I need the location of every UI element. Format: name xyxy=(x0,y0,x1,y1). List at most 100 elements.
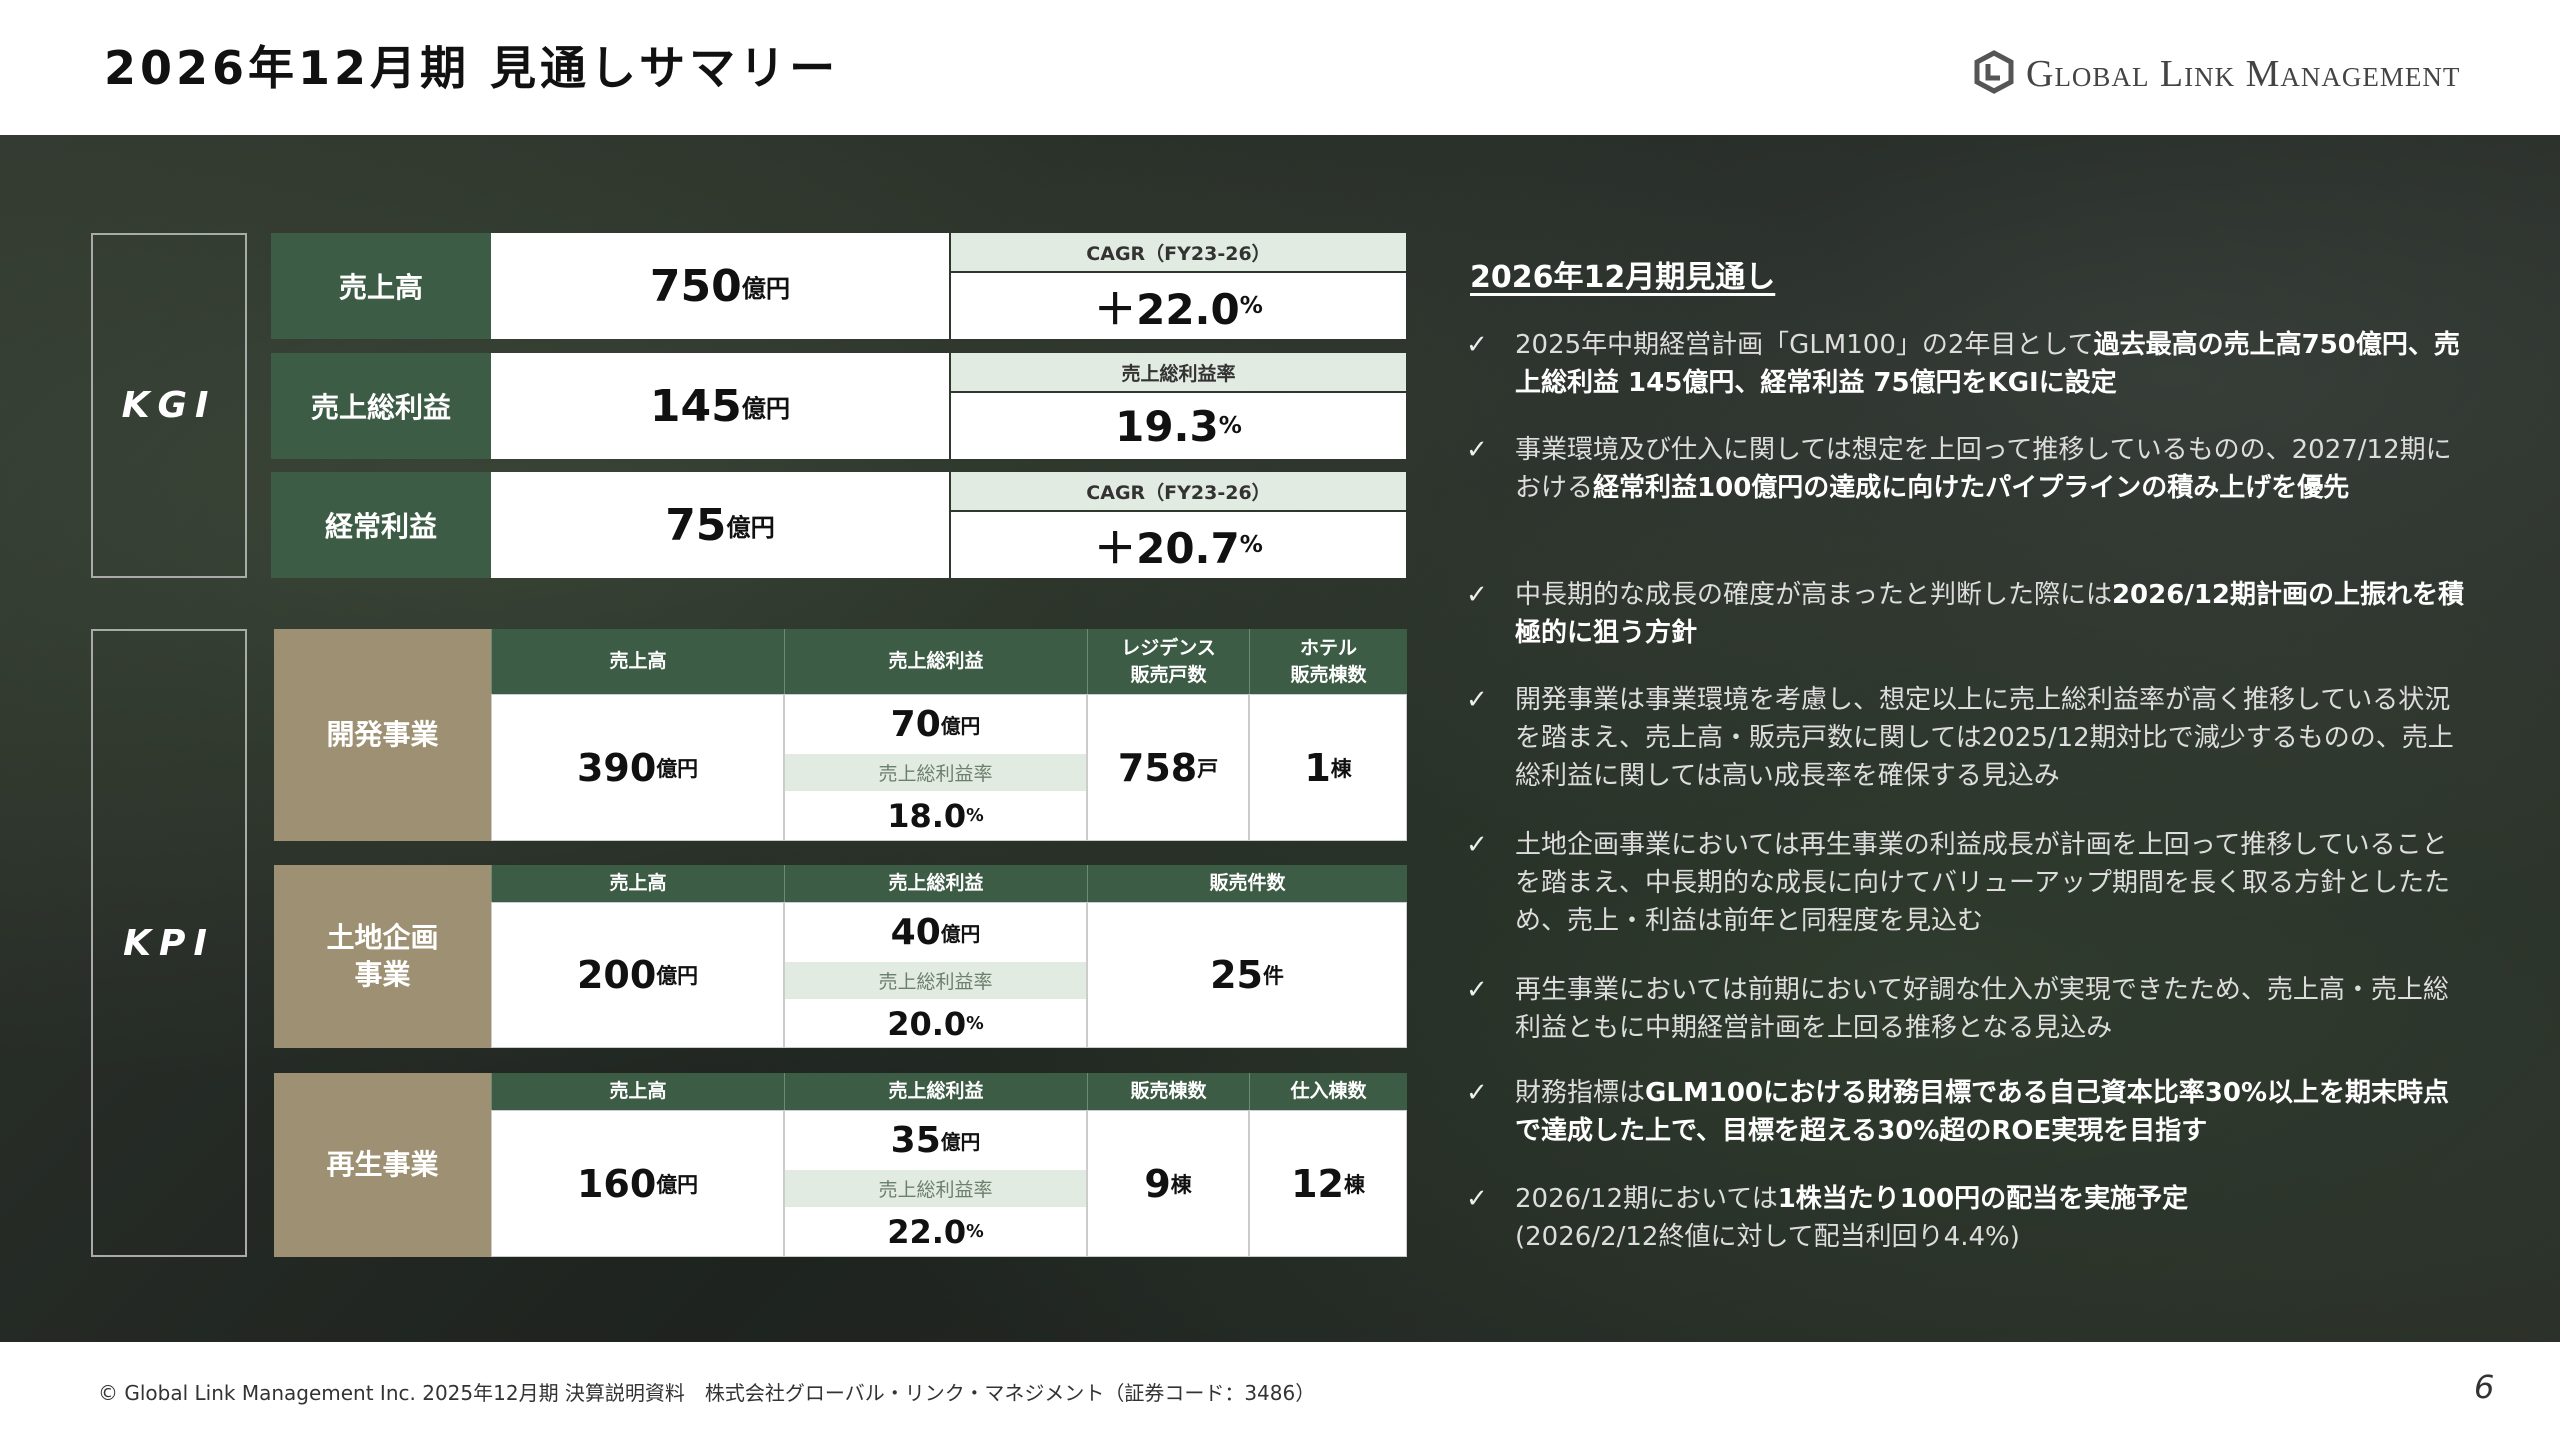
column-header: 売上高 xyxy=(491,865,784,902)
kgi-value-unit: 億円 xyxy=(741,274,791,303)
sales: 160 億円 xyxy=(491,1110,784,1257)
sales-value: 200 xyxy=(576,953,657,997)
count-unit: 棟 xyxy=(1343,1172,1365,1197)
bullet-text: 2026/12期においては1株当たり100円の配当を実施予定 (2026/2/1… xyxy=(1515,1180,2465,1256)
margin-label: 売上総利益率 xyxy=(785,1170,1086,1207)
header-bar xyxy=(0,0,2560,135)
margin-unit: % xyxy=(966,1222,984,1242)
count-unit: 棟 xyxy=(1330,756,1352,781)
margin-label: 売上総利益率 xyxy=(785,962,1086,999)
count: 25 件 xyxy=(1087,902,1407,1048)
kgi-sub-unit: % xyxy=(1239,532,1263,558)
bullet-part: 2026/12期計画の上振れを積極的に狙う方針 xyxy=(1515,580,2465,648)
sales-unit: 億円 xyxy=(656,756,699,781)
title: 2026年12月期 見通しサマリー xyxy=(104,41,840,95)
kgi-value-unit: 億円 xyxy=(726,513,775,542)
cell xyxy=(1249,1110,1407,1257)
margin-value: 18.0 xyxy=(887,797,967,835)
segment-name: 開発事業 xyxy=(274,629,491,841)
kpi-frame xyxy=(91,629,247,1257)
kgi-sub-num: ＋22.0 xyxy=(1094,284,1240,334)
count-value: 25 xyxy=(1210,953,1263,997)
kgi-value-num: 750 xyxy=(649,260,742,312)
kgi-value: 750 億円 xyxy=(491,233,949,339)
kgi-sub-label: 売上総利益率 xyxy=(951,353,1406,391)
bullet-part: 過去最高の売上高750億円、売上総利益 145億円、経常利益 75億円をKGIに… xyxy=(1515,330,2460,398)
kgi-value: 145 億円 xyxy=(491,353,949,459)
kgi-value-num: 75 xyxy=(665,499,727,551)
kgi-name: 売上総利益 xyxy=(271,353,491,459)
bullet-part: 中長期的な成長の確度が高まったと判断した際には xyxy=(1515,580,2112,610)
kgi-sub-value: 19.3% xyxy=(951,393,1406,459)
bullet-text: 中長期的な成長の確度が高まったと判断した際には2026/12期計画の上振れを積極… xyxy=(1515,576,2465,652)
sales: 200 億円 xyxy=(491,902,784,1048)
bullet-part: (2026/2/12終値に対して配当利回り4.4%) xyxy=(1515,1222,2020,1252)
column-header: 売上高 xyxy=(491,629,784,694)
sales: 390 億円 xyxy=(491,694,784,841)
segment-name: 土地企画 事業 xyxy=(274,865,491,1048)
bullet-part: 1株当たり100円の配当を実施予定 xyxy=(1777,1184,2189,1214)
margin-value: 20.0 xyxy=(887,1004,967,1043)
count-unit: 件 xyxy=(1262,964,1284,988)
kgi-sub-label: CAGR（FY23-26） xyxy=(951,472,1406,510)
check-mark: ✓ xyxy=(1466,685,1488,715)
sales-unit: 億円 xyxy=(656,964,699,988)
sales-value: 160 xyxy=(576,1161,657,1206)
bullet-part: 経常利益100億円の達成に向けたパイプラインの積み上げを優先 xyxy=(1593,473,2350,503)
column-header: 売上総利益 xyxy=(784,865,1087,902)
gross-profit-unit: 億円 xyxy=(940,922,981,946)
column-header: 売上総利益 xyxy=(784,1073,1087,1110)
cell xyxy=(1249,694,1407,841)
margin: 18.0% xyxy=(784,791,1087,841)
sales-value: 390 xyxy=(576,745,657,790)
kgi-sub-label: CAGR（FY23-26） xyxy=(951,233,1406,271)
kgi-name: 売上高 xyxy=(271,233,491,339)
count-value: 9 xyxy=(1144,1161,1171,1206)
cell xyxy=(491,1110,784,1257)
logo-text: Global Link Management xyxy=(2026,53,2461,95)
margin-unit: % xyxy=(966,1013,984,1034)
kgi-label: KGI xyxy=(121,385,217,426)
bullet-part: 開発事業は事業環境を考慮し、想定以上に売上総利益率が高く推移している状況を踏まえ… xyxy=(1515,685,2454,791)
segment-name: 再生事業 xyxy=(274,1073,491,1257)
logo-icon xyxy=(1974,50,2014,94)
bullet-text: 2025年中期経営計画「GLM100」の2年目として過去最高の売上高750億円、… xyxy=(1515,326,2465,402)
count-value: 758 xyxy=(1117,745,1198,790)
bullet-part: 2026/12期においては xyxy=(1515,1184,1778,1214)
check-mark: ✓ xyxy=(1466,975,1488,1005)
bullet-part: 事業環境及び仕入に関しては想定を上回って推移しているものの、2027/12期にお… xyxy=(1515,435,2452,503)
column-header: 売上高 xyxy=(491,1073,784,1110)
check-mark: ✓ xyxy=(1466,1078,1488,1108)
count: 758 戸 xyxy=(1087,694,1249,841)
bullet-part: 2025年中期経営計画「GLM100」の2年目として xyxy=(1515,330,2094,360)
kgi-value: 75 億円 xyxy=(491,472,949,578)
cell xyxy=(1087,1110,1249,1257)
gross-profit-unit: 億円 xyxy=(940,714,981,738)
margin-label: 売上総利益率 xyxy=(785,754,1086,791)
column-header: 販売件数 xyxy=(1087,865,1407,902)
kgi-value-unit: 億円 xyxy=(741,394,791,423)
bullet-part: GLM100における財務目標である自己資本比率30%以上を期末時点で達成した上で… xyxy=(1515,1078,2450,1146)
column-header: 仕入棟数 xyxy=(1249,1073,1407,1110)
bullet-text: 財務指標はGLM100における財務目標である自己資本比率30%以上を期末時点で達… xyxy=(1515,1074,2465,1150)
kgi-sub-num: 19.3 xyxy=(1115,401,1219,451)
kgi-sub-unit: % xyxy=(1239,293,1263,319)
bullet-text: 再生事業においては前期において好調な仕入が実現できたため、売上高・売上総利益とも… xyxy=(1515,971,2465,1047)
check-mark: ✓ xyxy=(1466,1184,1488,1214)
count-value: 12 xyxy=(1291,1161,1344,1206)
kgi-value-num: 145 xyxy=(649,380,742,432)
page-number: 6 xyxy=(2474,1368,2495,1406)
kgi-sub-value: ＋22.0% xyxy=(951,273,1406,339)
bullet-text: 事業環境及び仕入に関しては想定を上回って推移しているものの、2027/12期にお… xyxy=(1515,431,2465,507)
kgi-sub-value: ＋20.7% xyxy=(951,512,1406,578)
outlook-heading: 2026年12月期見通し xyxy=(1470,260,1776,295)
count: 12 棟 xyxy=(1249,1110,1407,1257)
bullet-text: 開発事業は事業環境を考慮し、想定以上に売上総利益率が高く推移している状況を踏まえ… xyxy=(1515,681,2465,795)
gross-profit: 70 億円 xyxy=(784,694,1087,754)
bullet-part: 土地企画事業においては再生事業の利益成長が計画を上回って推移していることを踏まえ… xyxy=(1515,830,2450,936)
kgi-sub-num: ＋20.7 xyxy=(1094,523,1240,573)
margin-value: 22.0 xyxy=(887,1213,967,1251)
margin: 22.0% xyxy=(784,1207,1087,1257)
